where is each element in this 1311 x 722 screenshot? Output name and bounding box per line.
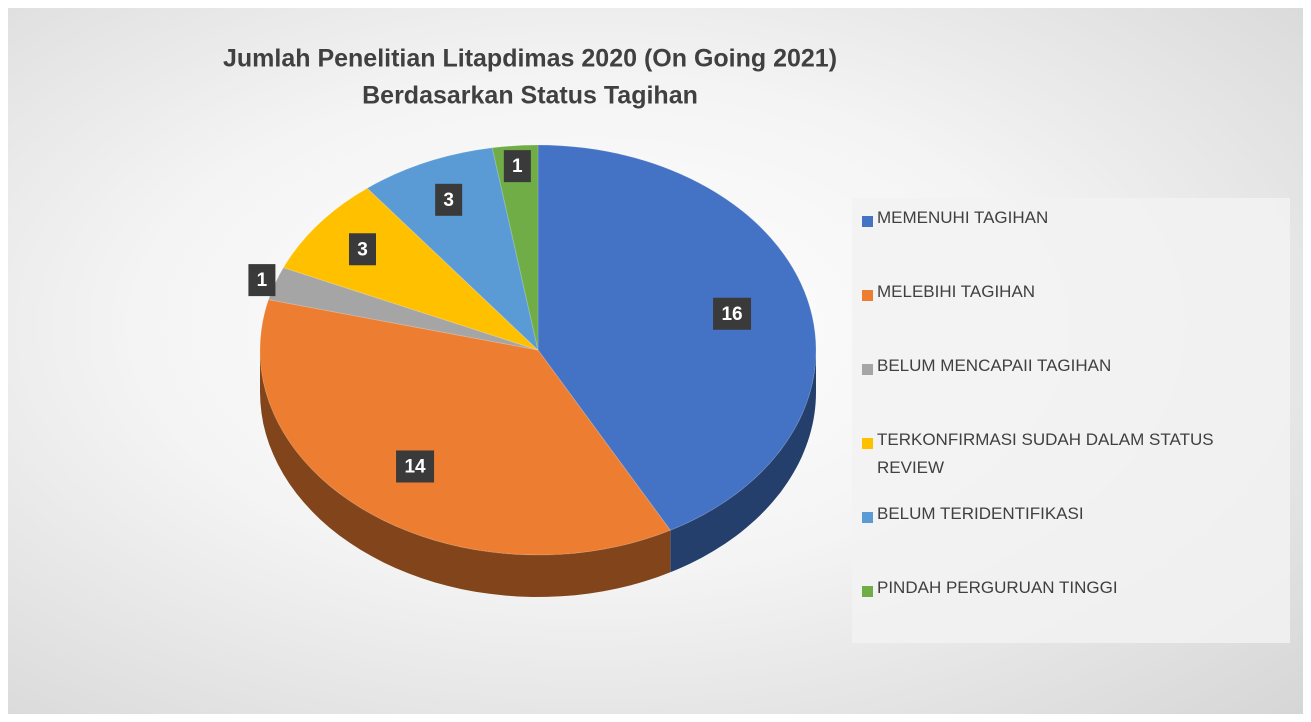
slice — [491, 144, 539, 351]
value-label-box — [435, 183, 463, 216]
legend-entry: PINDAH PERGURUAN TINGGI — [852, 578, 1282, 654]
legend: MEMENUHI TAGIHAN MELEBIHI TAGIHAN BELUM ME… — [852, 198, 1290, 643]
slice — [259, 299, 672, 556]
slice — [282, 187, 539, 351]
value-label: 3 — [357, 239, 368, 260]
legend-swatch — [862, 216, 873, 227]
legend-swatch — [862, 512, 873, 523]
chart-title: Berdasarkan Status Tagihan — [362, 82, 698, 110]
legend-swatch — [862, 586, 873, 597]
value-label: 3 — [443, 190, 454, 211]
legend-entry: TERKONFIRMASI SUDAH DALAM STATUS REVIEW — [852, 430, 1282, 506]
slice-side — [670, 350, 816, 573]
legend-swatch — [862, 438, 873, 449]
value-label: 14 — [404, 456, 426, 477]
slice-side — [260, 350, 671, 597]
value-label-box — [248, 264, 276, 297]
legend-swatch — [862, 290, 873, 301]
value-label: 1 — [257, 270, 268, 291]
value-label: 16 — [721, 304, 742, 325]
value-label-box — [396, 450, 435, 483]
value-label: 1 — [512, 156, 523, 177]
legend-label: MEMENUHI TAGIHAN — [877, 208, 1049, 227]
legend-label: MELEBIHI TAGIHAN — [877, 282, 1036, 301]
slice — [366, 147, 539, 352]
slice — [537, 144, 817, 531]
chart-title: Jumlah Penelitian Litapdimas 2020 (On Go… — [223, 45, 837, 73]
value-label-box — [503, 150, 531, 183]
value-label-box — [348, 233, 376, 266]
value-label-box — [713, 297, 752, 330]
legend-entry: BELUM TERIDENTIFIKASI — [852, 504, 1282, 580]
legend-entry: MEMENUHI TAGIHAN — [852, 208, 1282, 284]
legend-entry: BELUM MENCAPAII TAGIHAN — [852, 356, 1282, 432]
legend-label: TERKONFIRMASI SUDAH DALAM STATUS REVIEW — [877, 430, 1214, 477]
legend-label: PINDAH PERGURUAN TINGGI — [877, 578, 1118, 597]
legend-label: BELUM MENCAPAII TAGIHAN — [877, 356, 1112, 375]
legend-entry: MELEBIHI TAGIHAN — [852, 282, 1282, 358]
legend-label: BELUM TERIDENTIFIKASI — [877, 504, 1084, 523]
legend-swatch — [862, 364, 873, 375]
